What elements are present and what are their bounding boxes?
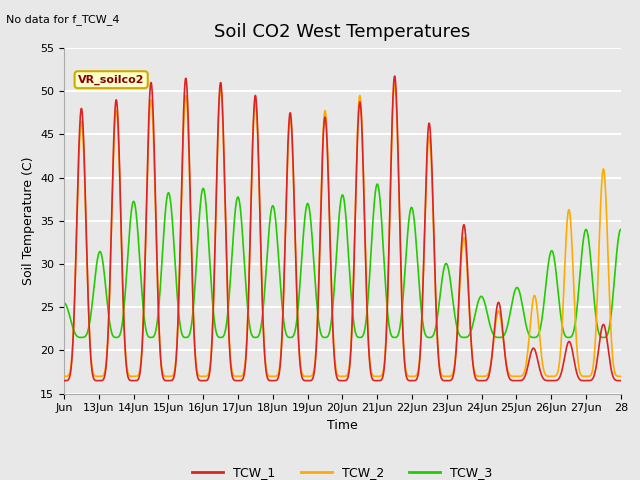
TCW_3 bbox=[60, 300, 68, 306]
TCW_1 bbox=[617, 378, 625, 384]
TCW_2 bbox=[572, 332, 580, 338]
TCW_3 bbox=[294, 305, 302, 311]
TCW_1 bbox=[324, 185, 332, 191]
TCW_2 bbox=[298, 371, 306, 377]
TCW_1 bbox=[60, 378, 68, 384]
TCW_1 bbox=[572, 367, 580, 373]
Line: TCW_1: TCW_1 bbox=[64, 76, 621, 381]
TCW_3 bbox=[600, 335, 608, 340]
TCW_2 bbox=[60, 373, 68, 379]
Legend: TCW_1, TCW_2, TCW_3: TCW_1, TCW_2, TCW_3 bbox=[187, 461, 498, 480]
TCW_2 bbox=[324, 178, 332, 183]
TCW_2 bbox=[617, 373, 625, 379]
X-axis label: Time: Time bbox=[327, 419, 358, 432]
TCW_3 bbox=[617, 227, 625, 232]
TCW_3 bbox=[77, 335, 85, 340]
Line: TCW_2: TCW_2 bbox=[64, 85, 621, 376]
Title: Soil CO2 West Temperatures: Soil CO2 West Temperatures bbox=[214, 23, 470, 41]
Y-axis label: Soil Temperature (C): Soil Temperature (C) bbox=[22, 156, 35, 285]
TCW_1 bbox=[298, 375, 306, 381]
TCW_3 bbox=[373, 181, 381, 187]
TCW_1 bbox=[294, 324, 301, 329]
TCW_2 bbox=[600, 167, 607, 173]
TCW_3 bbox=[299, 244, 307, 250]
TCW_3 bbox=[325, 332, 333, 337]
TCW_2 bbox=[294, 321, 301, 327]
Text: VR_soilco2: VR_soilco2 bbox=[78, 74, 145, 85]
TCW_1 bbox=[465, 289, 472, 295]
Text: No data for f_TCW_4: No data for f_TCW_4 bbox=[6, 14, 120, 25]
Line: TCW_3: TCW_3 bbox=[64, 184, 621, 337]
TCW_2 bbox=[465, 296, 472, 301]
TCW_1 bbox=[600, 322, 607, 327]
TCW_1 bbox=[391, 73, 399, 79]
TCW_2 bbox=[391, 82, 399, 88]
TCW_3 bbox=[465, 333, 472, 338]
TCW_3 bbox=[572, 312, 580, 318]
